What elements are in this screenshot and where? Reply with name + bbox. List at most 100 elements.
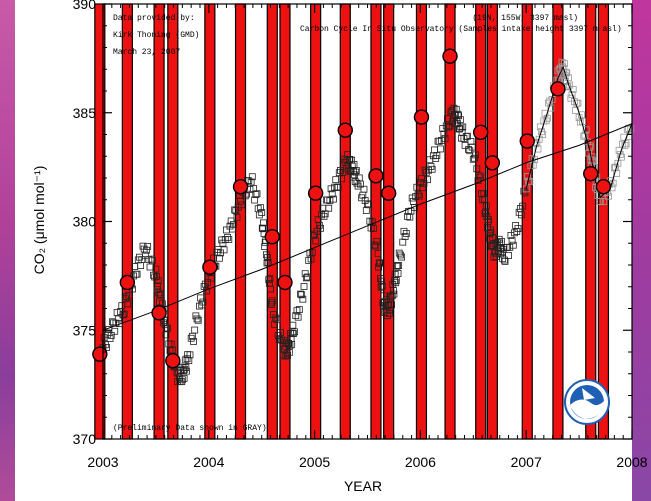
observed-point xyxy=(221,236,229,243)
preliminary-point xyxy=(568,91,576,98)
observed-point xyxy=(257,204,264,212)
observed-point xyxy=(357,180,364,188)
observed-point xyxy=(461,141,469,149)
preliminary-point xyxy=(523,173,531,180)
observed-point xyxy=(404,213,411,220)
observed-point xyxy=(186,351,194,359)
observed-point xyxy=(181,356,189,364)
observed-point xyxy=(268,297,276,305)
observed-point xyxy=(248,173,256,181)
observed-point xyxy=(201,280,209,288)
observed-point xyxy=(348,162,356,170)
observed-point xyxy=(402,230,410,237)
observed-point xyxy=(146,263,154,271)
observed-point xyxy=(168,346,176,354)
observed-point xyxy=(104,330,112,338)
highlight-marker xyxy=(519,133,535,149)
observed-point xyxy=(399,238,407,246)
observed-point xyxy=(268,299,276,307)
observed-point xyxy=(161,321,169,329)
observed-point xyxy=(328,190,336,198)
observed-point xyxy=(455,112,463,120)
highlight-bar xyxy=(234,3,247,440)
observed-point xyxy=(392,277,400,284)
observed-point xyxy=(227,217,235,225)
observed-point xyxy=(421,166,429,174)
observed-point xyxy=(472,151,480,159)
observed-point xyxy=(204,278,212,286)
observed-point xyxy=(415,192,423,200)
preliminary-point xyxy=(596,198,604,205)
highlight-marker xyxy=(473,124,489,141)
observed-point xyxy=(398,253,405,261)
observed-point xyxy=(468,143,476,151)
observed-point xyxy=(459,123,467,131)
axis-ticks xyxy=(102,3,633,440)
observed-point xyxy=(143,246,150,254)
observed-point xyxy=(325,204,333,212)
observed-point xyxy=(180,374,188,382)
highlight-marker xyxy=(413,109,430,125)
highlight-marker xyxy=(442,48,458,64)
observed-point xyxy=(501,256,508,264)
observed-point xyxy=(368,218,376,226)
observed-point xyxy=(302,274,310,282)
observed-point xyxy=(265,276,273,284)
observed-point xyxy=(393,262,401,270)
preliminary-point xyxy=(578,111,585,119)
observed-point xyxy=(157,291,165,298)
observed-point xyxy=(438,136,445,144)
highlight-marker xyxy=(583,165,599,182)
highlight-bar xyxy=(552,3,564,440)
highlight-marker xyxy=(307,185,324,201)
observed-point xyxy=(388,292,396,300)
observed-point xyxy=(416,178,424,186)
preliminary-point xyxy=(613,170,621,177)
preliminary-point xyxy=(586,142,594,150)
x-tick-label: 2006 xyxy=(405,454,436,470)
highlight-bar xyxy=(204,3,216,440)
x-tick-label: 2005 xyxy=(299,454,330,470)
observed-point xyxy=(272,314,280,322)
preliminary-point xyxy=(529,161,537,169)
observed-point xyxy=(275,336,283,343)
observed-point xyxy=(412,193,420,200)
preliminary-point xyxy=(623,126,631,133)
observed-point xyxy=(369,225,377,232)
observed-point xyxy=(425,166,433,174)
observed-point xyxy=(255,211,263,219)
observed-point xyxy=(267,285,274,293)
preliminary-point xyxy=(610,164,618,172)
observed-point xyxy=(330,195,337,203)
observed-point xyxy=(317,224,324,232)
observed-point xyxy=(281,352,289,360)
observed-point xyxy=(263,259,271,267)
observed-point xyxy=(480,190,488,198)
observed-point xyxy=(190,338,197,345)
observed-point xyxy=(247,178,255,186)
highlight-marker xyxy=(165,353,181,369)
highlight-bar xyxy=(475,3,487,440)
observed-point xyxy=(420,180,428,187)
observed-point xyxy=(220,246,228,254)
preliminary-point xyxy=(580,132,588,140)
annotation-station: Carbon Cycle In Situ Observatory (Sample… xyxy=(300,25,622,34)
observed-point xyxy=(469,155,477,163)
observed-point xyxy=(307,255,315,263)
preliminary-point xyxy=(534,145,542,153)
observed-point xyxy=(431,146,438,154)
observed-point xyxy=(362,207,370,214)
observed-point xyxy=(266,274,274,282)
observed-point xyxy=(264,259,272,266)
highlight-bar xyxy=(279,3,291,440)
observed-point xyxy=(154,277,162,285)
highlight-marker xyxy=(484,155,501,171)
observed-point xyxy=(394,270,402,277)
trend-line-path xyxy=(102,123,633,331)
preliminary-point xyxy=(543,114,551,122)
preliminary-point xyxy=(545,99,552,107)
observed-point xyxy=(360,185,368,193)
observed-point xyxy=(116,320,123,328)
observed-point xyxy=(123,293,130,301)
observed-point xyxy=(144,243,152,250)
